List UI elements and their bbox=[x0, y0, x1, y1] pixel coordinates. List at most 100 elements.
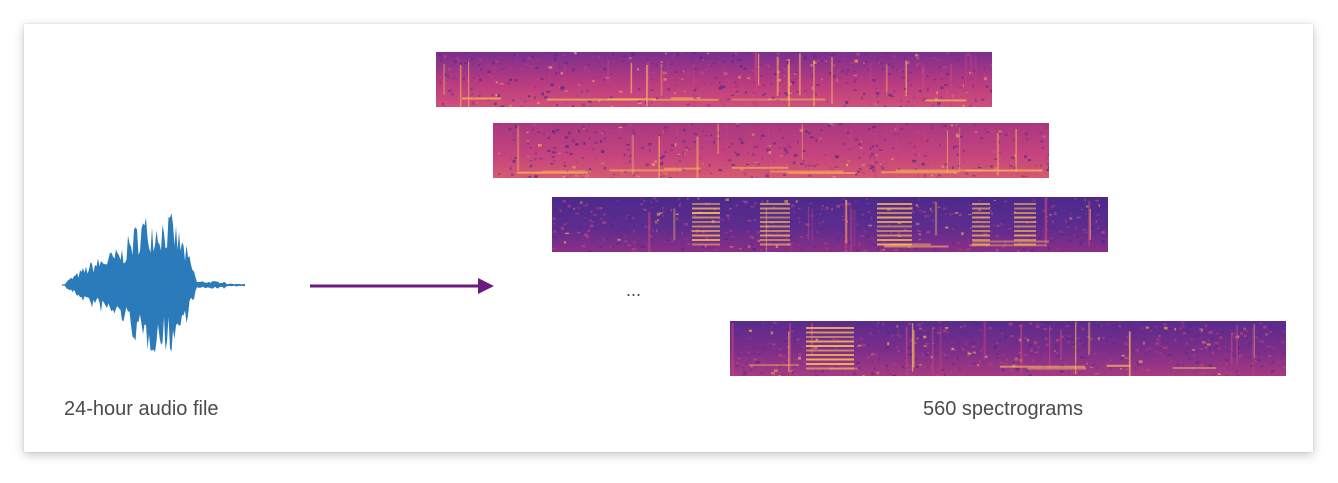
spectrogram-speckle bbox=[1065, 325, 1070, 328]
spectrogram-speckle bbox=[1096, 211, 1100, 213]
spectrogram-speckle bbox=[682, 140, 686, 143]
spectrogram-speckle bbox=[641, 146, 644, 149]
spectrogram-speckle bbox=[1229, 350, 1232, 353]
spectrogram-speckle bbox=[838, 82, 841, 84]
spectrogram-speckle bbox=[751, 372, 756, 375]
spectrogram-speckle bbox=[1141, 353, 1144, 355]
spectrogram-speckle bbox=[880, 350, 884, 352]
spectrogram-speckle bbox=[476, 102, 479, 104]
spectrogram-speckle bbox=[1115, 327, 1118, 330]
spectrogram-speckle bbox=[655, 211, 657, 213]
spectrogram-speckle bbox=[655, 233, 657, 236]
spectrogram-speckle bbox=[821, 78, 823, 81]
spectrogram-speckle bbox=[742, 370, 747, 373]
spectrogram-speckle bbox=[946, 52, 950, 54]
spectrogram-speckle bbox=[699, 141, 702, 144]
spectrogram-speckle bbox=[1142, 341, 1145, 345]
spectrogram-speckle bbox=[701, 245, 705, 249]
spectrogram-speckle bbox=[491, 94, 494, 96]
spectrogram-speckle bbox=[779, 154, 784, 157]
spectrogram-vertical-line bbox=[646, 64, 648, 107]
spectrogram-vertical-line bbox=[869, 63, 872, 107]
spectrogram-speckle bbox=[910, 363, 913, 365]
spectrogram-speckle bbox=[954, 145, 959, 148]
spectrogram-speckle bbox=[581, 245, 586, 248]
spectrogram-speckle bbox=[967, 352, 972, 355]
spectrogram-speckle bbox=[616, 200, 619, 202]
spectrogram-speckle bbox=[854, 138, 858, 141]
spectrogram-speckle bbox=[971, 345, 976, 348]
spectrogram-speckle bbox=[848, 148, 852, 151]
spectrogram-band bbox=[609, 169, 682, 172]
spectrogram-speckle bbox=[464, 62, 468, 65]
spectrogram-speckle bbox=[628, 216, 633, 218]
arrow-icon bbox=[310, 278, 494, 294]
spectrogram-speckle bbox=[512, 159, 516, 163]
spectrogram-speckle bbox=[504, 143, 506, 146]
spectrogram-speckle bbox=[572, 166, 576, 169]
spectrogram-speckle bbox=[515, 54, 519, 57]
spectrogram-band bbox=[966, 169, 1043, 172]
spectrogram-speckle bbox=[629, 57, 632, 60]
spectrogram-speckle bbox=[529, 160, 533, 162]
spectrogram-speckle bbox=[759, 198, 763, 201]
spectrogram-speckle bbox=[1016, 231, 1021, 234]
spectrogram-speckle bbox=[548, 76, 551, 79]
spectrogram-speckle bbox=[1221, 331, 1224, 333]
spectrogram-speckle bbox=[972, 351, 976, 354]
spectrogram-speckle bbox=[1217, 373, 1221, 375]
spectrogram-speckle bbox=[632, 230, 635, 233]
spectrogram-speckle bbox=[1259, 322, 1262, 325]
spectrogram-speckle bbox=[917, 323, 922, 327]
spectrogram-speckle bbox=[1225, 362, 1227, 366]
spectrogram-speckle bbox=[845, 245, 848, 248]
spectrogram-speckle bbox=[1049, 339, 1052, 343]
spectrogram-speckle bbox=[713, 96, 715, 99]
spectrogram-speckle bbox=[589, 152, 594, 154]
spectrogram-speckle bbox=[721, 211, 723, 214]
spectrogram-speckle bbox=[704, 173, 707, 175]
spectrogram-speckle bbox=[572, 105, 575, 107]
spectrogram-speckle bbox=[449, 83, 453, 87]
spectrogram-speckle bbox=[771, 325, 773, 329]
spectrogram-speckle bbox=[894, 128, 897, 131]
spectrogram-vertical-line bbox=[983, 321, 986, 360]
spectrogram-speckle bbox=[873, 217, 875, 221]
spectrogram-speckle bbox=[581, 157, 585, 160]
spectrogram-speckle bbox=[616, 242, 620, 245]
spectrogram-speckle bbox=[840, 128, 843, 131]
spectrogram-speckle bbox=[1254, 359, 1257, 363]
spectrogram-speckle bbox=[967, 239, 970, 242]
spectrogram-speckle bbox=[940, 86, 944, 89]
spectrogram-speckle bbox=[441, 102, 445, 106]
spectrogram-speckle bbox=[759, 75, 763, 78]
spectrogram-speckle bbox=[918, 233, 922, 236]
spectrogram-speckle bbox=[564, 136, 569, 139]
spectrogram-speckle bbox=[825, 61, 827, 64]
spectrogram-speckle bbox=[629, 160, 631, 163]
spectrogram-speckle bbox=[770, 215, 774, 217]
spectrogram-speckle bbox=[868, 127, 871, 131]
spectrogram-speckle bbox=[586, 170, 590, 173]
spectrogram-speckle bbox=[741, 216, 743, 218]
spectrogram-speckle bbox=[538, 144, 542, 147]
spectrogram-speckle bbox=[959, 69, 964, 72]
spectrogram-vertical-line bbox=[647, 61, 650, 107]
spectrogram-speckle bbox=[1038, 132, 1043, 134]
spectrogram-speckle bbox=[1061, 241, 1063, 244]
spectrogram-harmonic bbox=[760, 230, 790, 232]
spectrogram-speckle bbox=[1256, 360, 1259, 362]
spectrogram-speckle bbox=[1162, 355, 1164, 357]
spectrogram-speckle bbox=[724, 220, 728, 223]
spectrogram-speckle bbox=[1059, 230, 1063, 233]
spectrogram-speckle bbox=[829, 52, 831, 55]
spectrogram-speckle bbox=[964, 342, 968, 345]
spectrogram-speckle bbox=[940, 78, 943, 80]
spectrogram-speckle bbox=[740, 84, 744, 87]
spectrogram-speckle bbox=[751, 176, 753, 178]
spectrogram-speckle bbox=[718, 87, 721, 89]
spectrogram-speckle bbox=[846, 69, 850, 72]
spectrogram-speckle bbox=[792, 370, 794, 374]
spectrogram-speckle bbox=[830, 54, 834, 57]
spectrogram-speckle bbox=[887, 73, 891, 75]
